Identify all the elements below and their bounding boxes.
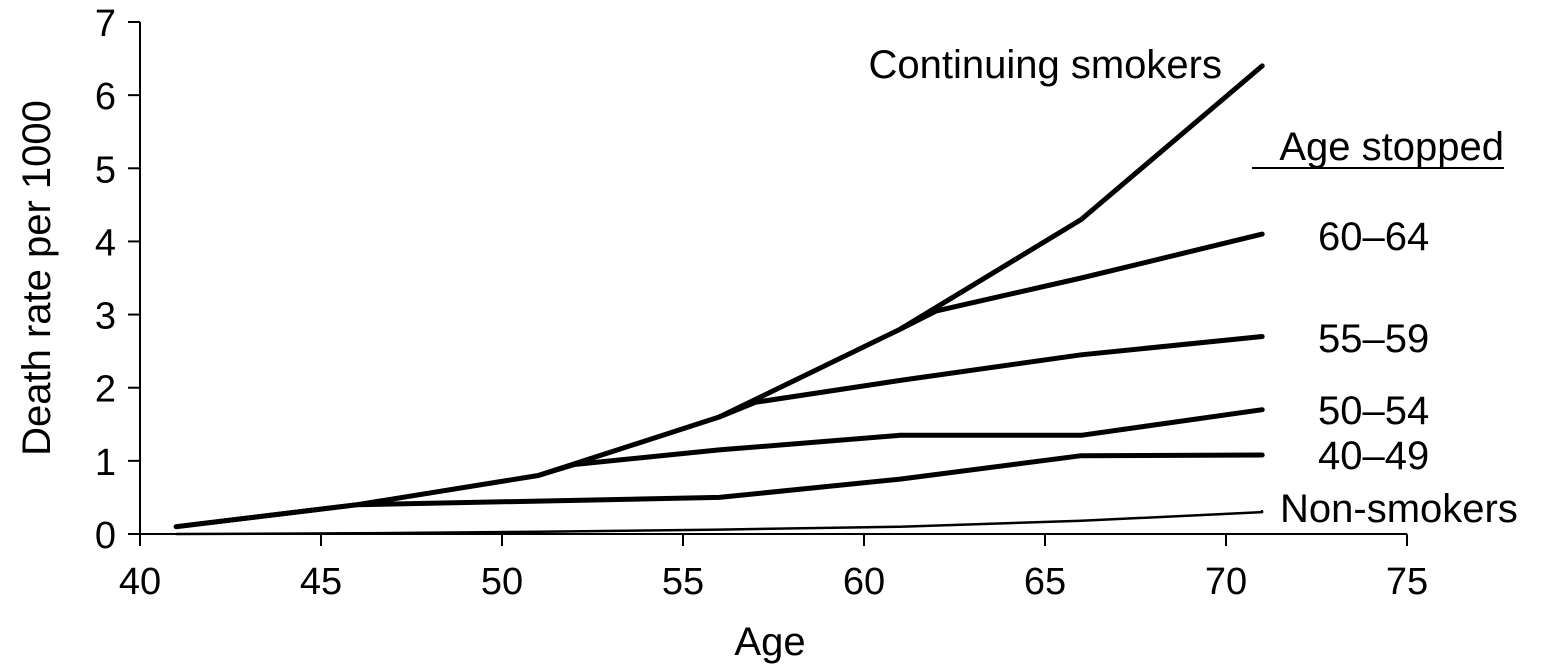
y-tick-label: 6 [95, 76, 116, 118]
legend-header: Age stopped [1279, 125, 1504, 169]
series-label-3: 50–54 [1318, 389, 1429, 433]
series-label-0: Continuing smokers [869, 43, 1223, 87]
x-tick-label: 55 [662, 561, 704, 603]
series-label-5: Non-smokers [1280, 487, 1518, 531]
x-tick-label: 75 [1386, 561, 1428, 603]
x-tick-label: 40 [119, 561, 161, 603]
series-label-1: 60–64 [1318, 215, 1429, 259]
y-tick-label: 7 [95, 3, 116, 45]
series-layer [173, 63, 1265, 536]
series-line-3 [535, 407, 1265, 478]
series-label-2: 55–59 [1318, 317, 1429, 361]
y-tick-label: 5 [95, 149, 116, 191]
x-tick-label: 60 [843, 561, 885, 603]
x-tick-label: 50 [481, 561, 523, 603]
x-tick-label: 45 [300, 561, 342, 603]
y-axis-title: Death rate per 1000 [15, 100, 59, 456]
series-line-4 [173, 452, 1265, 530]
series-line-5 [174, 510, 1264, 536]
series-label-4: 40–49 [1318, 434, 1429, 478]
y-tick-label: 0 [95, 515, 116, 557]
y-tick-label: 1 [95, 442, 116, 484]
y-tick-label: 3 [95, 296, 116, 338]
x-tick-label: 70 [1205, 561, 1247, 603]
y-tick-label: 2 [95, 369, 116, 411]
y-tick-label: 4 [95, 222, 116, 264]
series-line-2 [716, 334, 1265, 420]
x-tick-label: 65 [1024, 561, 1066, 603]
x-axis-title: Age [734, 620, 805, 664]
series-line-1 [897, 231, 1265, 332]
